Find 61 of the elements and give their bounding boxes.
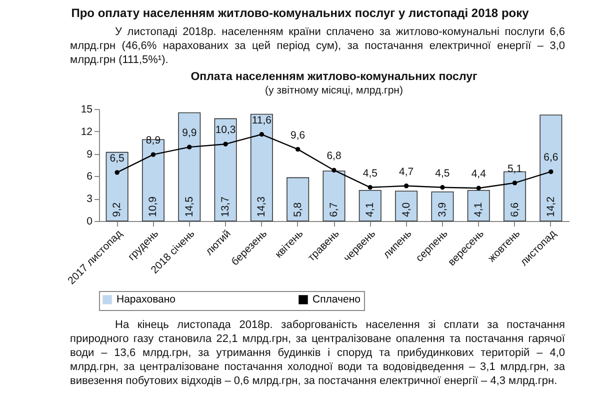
- bar: [322, 170, 346, 222]
- data-label: 9,2: [111, 202, 124, 217]
- data-label: 4,5: [362, 167, 378, 180]
- bar: [286, 177, 310, 222]
- y-tick-label: 3: [86, 193, 93, 206]
- chart-title: Оплата населенням житлово-комунальних послуг: [190, 71, 478, 83]
- y-tick-label: 9: [86, 148, 93, 160]
- point: [114, 170, 120, 175]
- bar: [214, 118, 237, 222]
- text: На кінець листопада 2018р. заборгованість населення зі сплати за постачання природного газу становила 22,1 млрд.грн, за централізоване опалення та постачання гарячої води – 13,6 млрд.грн, за утримання будинків і споруд та прибудинкових територій – 4,0 млрд.грн, за централізоване постачання холодної води та водовідведення – 3,1 млрд.грн, за вивезення побутових відходів – 0,6 млрд.грн, за постачання електричної енергії – 4,3 млрд.грн.: [70, 318, 565, 388]
- data-label: 4,4: [471, 168, 486, 180]
- point: [440, 185, 445, 190]
- bar: [540, 114, 562, 222]
- bar: [431, 191, 454, 222]
- point: [512, 180, 518, 186]
- data-label: 11,6: [252, 114, 272, 126]
- data-label: 9,9: [182, 127, 197, 140]
- data-label: 10,9: [147, 196, 160, 217]
- point: [150, 152, 156, 157]
- data-label: 9,6: [290, 129, 306, 142]
- bar: [178, 112, 201, 222]
- y-tick-label: 0: [86, 216, 93, 228]
- point: [548, 169, 554, 174]
- data-label: 6,6: [508, 202, 521, 217]
- y-tick-label: 15: [80, 104, 93, 116]
- data-label: 14,5: [183, 196, 196, 217]
- y-tick-label: 12: [80, 126, 93, 138]
- y-tick-label: 6: [86, 170, 93, 183]
- data-label: 14,2: [544, 196, 557, 217]
- data-label: 6,5: [110, 152, 125, 164]
- data-label: 3,9: [436, 202, 448, 217]
- legend-label: Сплачено: [312, 294, 361, 306]
- text: У листопаді 2018р. населенням країни сплачено за житлово-комунальні послуги 6,6 млрд.грн (46,6% нарахованих за цей період сум), за постачання електричної енергії – 3,0 млрд.грн (111,5%¹).: [70, 25, 565, 67]
- data-label: 4,7: [399, 166, 414, 178]
- data-label: 4,1: [364, 202, 376, 217]
- data-label: 4,1: [472, 202, 485, 217]
- point: [332, 168, 336, 173]
- point: [476, 186, 481, 190]
- data-label: 6,6: [544, 152, 558, 164]
- point: [223, 142, 228, 146]
- data-label: 6,8: [326, 150, 342, 162]
- point: [187, 144, 192, 150]
- bar: [395, 190, 418, 222]
- bar: [250, 114, 273, 222]
- data-label: 6,7: [328, 202, 340, 217]
- data-label: 10,3: [215, 124, 236, 136]
- point: [296, 146, 300, 152]
- bar: [467, 190, 490, 222]
- point: [259, 132, 264, 137]
- data-label: 14,3: [256, 196, 268, 217]
- data-label: 5,8: [292, 202, 304, 217]
- chart-subtitle: (у звітному місяці, млрд.грн): [265, 84, 403, 96]
- point: [404, 184, 409, 188]
- legend-label: Нараховано: [116, 294, 176, 306]
- data-label: 4,0: [400, 202, 412, 217]
- data-label: 4,5: [435, 167, 450, 180]
- point: [368, 185, 372, 190]
- bar: [358, 190, 382, 222]
- bar: [106, 152, 128, 222]
- text: Про оплату населенням житлово-комунальних послуг у листопаді 2018 року: [70, 5, 530, 20]
- data-label: 13,7: [220, 196, 232, 217]
